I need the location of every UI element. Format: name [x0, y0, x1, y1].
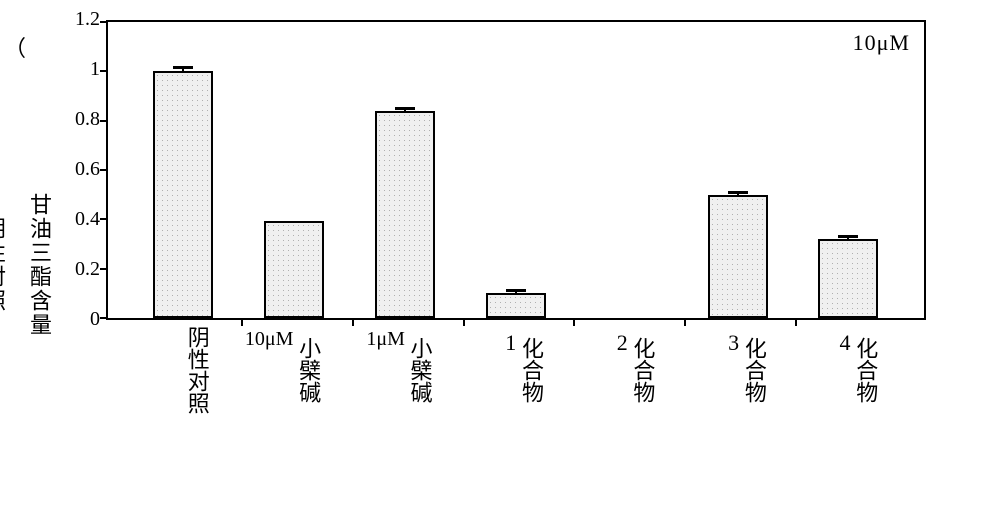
bar-slot — [264, 221, 324, 318]
y-tick-mark — [100, 268, 108, 270]
x-label-num: 2 — [617, 328, 628, 358]
x-axis-label: 小檗碱10μM — [263, 326, 323, 414]
x-label-cn: 化合物 — [630, 337, 655, 403]
x-axis-label: 化合物3 — [709, 326, 769, 414]
x-label-en: 10μM — [245, 326, 294, 353]
y-tick-mark — [100, 21, 108, 23]
x-label-cn: 化合物 — [742, 337, 767, 403]
x-axis-label: 小檗碱1μM — [375, 326, 435, 414]
y-tick-mark — [100, 120, 108, 122]
y-tick-mark — [100, 169, 108, 171]
x-label-num: 3 — [728, 328, 739, 358]
plot-area: 10μM — [106, 20, 926, 320]
x-tick-mark — [795, 318, 797, 326]
y-tick-mark — [100, 70, 108, 72]
bars-container — [108, 22, 924, 318]
x-tick-mark — [573, 318, 575, 326]
x-tick-mark — [241, 318, 243, 326]
bar-slot — [818, 235, 878, 318]
x-label-cn: 小檗碱 — [408, 337, 433, 403]
y-axis-label-paren-open: （ — [4, 40, 28, 58]
y-tick-marks — [100, 22, 108, 318]
bar-slot — [708, 191, 768, 318]
bar — [153, 71, 213, 318]
bar-slot — [153, 66, 213, 318]
bar — [375, 111, 435, 318]
x-label-num: 1 — [505, 328, 516, 358]
bar — [264, 221, 324, 318]
x-axis-label: 阴性对照 — [152, 326, 212, 414]
bar — [708, 195, 768, 318]
bar — [818, 239, 878, 318]
y-axis-label: 甘油三酯含量 （ 阴性对照 %) — [20, 20, 50, 490]
x-label-cn: 阴性对照 — [185, 326, 210, 414]
y-axis-label-text: 甘油三酯含量 — [27, 193, 52, 337]
bar-chart: 甘油三酯含量 （ 阴性对照 %) 1.210.80.60.40.20 10μM … — [20, 20, 980, 490]
x-axis-label: 化合物4 — [820, 326, 880, 414]
bar-slot — [375, 107, 435, 318]
y-tick-mark — [100, 317, 108, 319]
x-label-en: 1μM — [366, 326, 405, 353]
x-label-num: 4 — [840, 328, 851, 358]
x-label-cn: 化合物 — [853, 337, 878, 403]
y-axis-ticks: 1.210.80.60.40.20 — [50, 20, 106, 320]
x-label-cn: 化合物 — [519, 337, 544, 403]
bar-slot — [486, 289, 546, 318]
plot-frame: 10μM 阴性对照小檗碱10μM小檗碱1μM化合物1化合物2化合物3化合物4 — [106, 20, 926, 490]
y-axis-label-sub: 阴性对照 — [0, 217, 6, 313]
x-axis-labels: 阴性对照小檗碱10μM小檗碱1μM化合物1化合物2化合物3化合物4 — [106, 320, 926, 414]
y-tick-mark — [100, 218, 108, 220]
bar — [486, 293, 546, 318]
x-tick-mark — [684, 318, 686, 326]
x-label-cn: 小檗碱 — [296, 337, 321, 403]
x-axis-label: 化合物1 — [486, 326, 546, 414]
x-tick-mark — [352, 318, 354, 326]
x-tick-mark — [463, 318, 465, 326]
x-axis-label: 化合物2 — [597, 326, 657, 414]
